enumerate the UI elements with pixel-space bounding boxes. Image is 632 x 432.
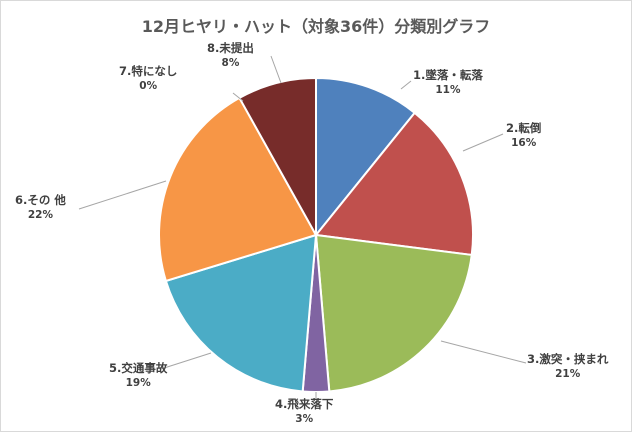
percent-label-8: 8% <box>221 57 240 69</box>
pie-slice-2 <box>314 111 474 257</box>
leader-line-3 <box>440 340 527 364</box>
leader-line-6 <box>78 180 167 210</box>
data-label-1: 1.墜落・転落 11% <box>413 68 483 98</box>
category-label-4: 4.飛来落下 <box>275 397 334 411</box>
pie-slice-5 <box>164 233 318 393</box>
data-label-8: 8.未提出 8% <box>207 41 254 71</box>
pie-slice-3 <box>314 233 473 393</box>
data-label-5: 5.交通事故 19% <box>109 361 167 391</box>
category-label-7: 7.特になし <box>119 64 178 78</box>
chart-title: 12月ヒヤリ・ハット（対象36件）分類別グラフ <box>141 17 491 36</box>
leader-line-2 <box>462 133 504 152</box>
pie-slice-1 <box>315 76 417 238</box>
category-label-8: 8.未提出 <box>207 41 254 55</box>
leader-line-1 <box>400 80 412 90</box>
percent-label-3: 21% <box>555 368 581 380</box>
data-label-4: 4.飛来落下 3% <box>275 397 333 427</box>
leader-line-8 <box>270 55 282 84</box>
category-label-1: 1.墜落・転落 <box>413 68 483 82</box>
pie-slice-6 <box>158 96 318 283</box>
data-label-2: 2.転倒 16% <box>506 121 541 151</box>
percent-label-1: 11% <box>435 84 461 96</box>
data-label-6: 6.その 他 22% <box>15 193 66 223</box>
percent-label-4: 3% <box>295 413 314 425</box>
category-label-6: 6.その 他 <box>15 193 66 207</box>
data-label-3: 3.激突・挟まれ 21% <box>527 352 608 382</box>
percent-label-5: 19% <box>125 377 151 389</box>
category-label-5: 5.交通事故 <box>109 361 168 375</box>
leader-line-5 <box>160 352 212 370</box>
data-label-7: 7.特になし 0% <box>119 64 177 94</box>
leader-line-7 <box>232 92 244 102</box>
percent-label-6: 22% <box>27 209 53 221</box>
category-label-2: 2.転倒 <box>506 121 542 135</box>
category-label-3: 3.激突・挟まれ <box>527 352 609 366</box>
percent-label-7: 0% <box>139 80 158 92</box>
percent-label-2: 16% <box>511 137 537 149</box>
